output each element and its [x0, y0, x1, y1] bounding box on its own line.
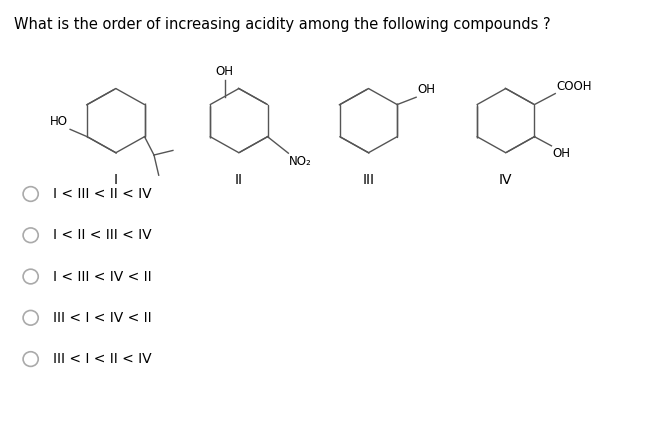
Text: What is the order of increasing acidity among the following compounds ?: What is the order of increasing acidity … [13, 17, 550, 32]
Text: I < III < II < IV: I < III < II < IV [53, 187, 152, 201]
Text: III < I < IV < II: III < I < IV < II [53, 311, 152, 325]
Text: OH: OH [417, 83, 435, 96]
Text: OH: OH [215, 65, 233, 78]
Text: OH: OH [552, 147, 570, 160]
Text: III: III [362, 173, 374, 187]
Text: I < II < III < IV: I < II < III < IV [53, 228, 152, 242]
Text: IV: IV [499, 173, 512, 187]
Text: I: I [114, 173, 118, 187]
Text: III < I < II < IV: III < I < II < IV [53, 352, 152, 366]
Text: I < III < IV < II: I < III < IV < II [53, 270, 152, 283]
Text: NO₂: NO₂ [289, 155, 312, 168]
Text: COOH: COOH [556, 79, 592, 92]
Text: II: II [235, 173, 243, 187]
Text: HO: HO [50, 114, 68, 127]
